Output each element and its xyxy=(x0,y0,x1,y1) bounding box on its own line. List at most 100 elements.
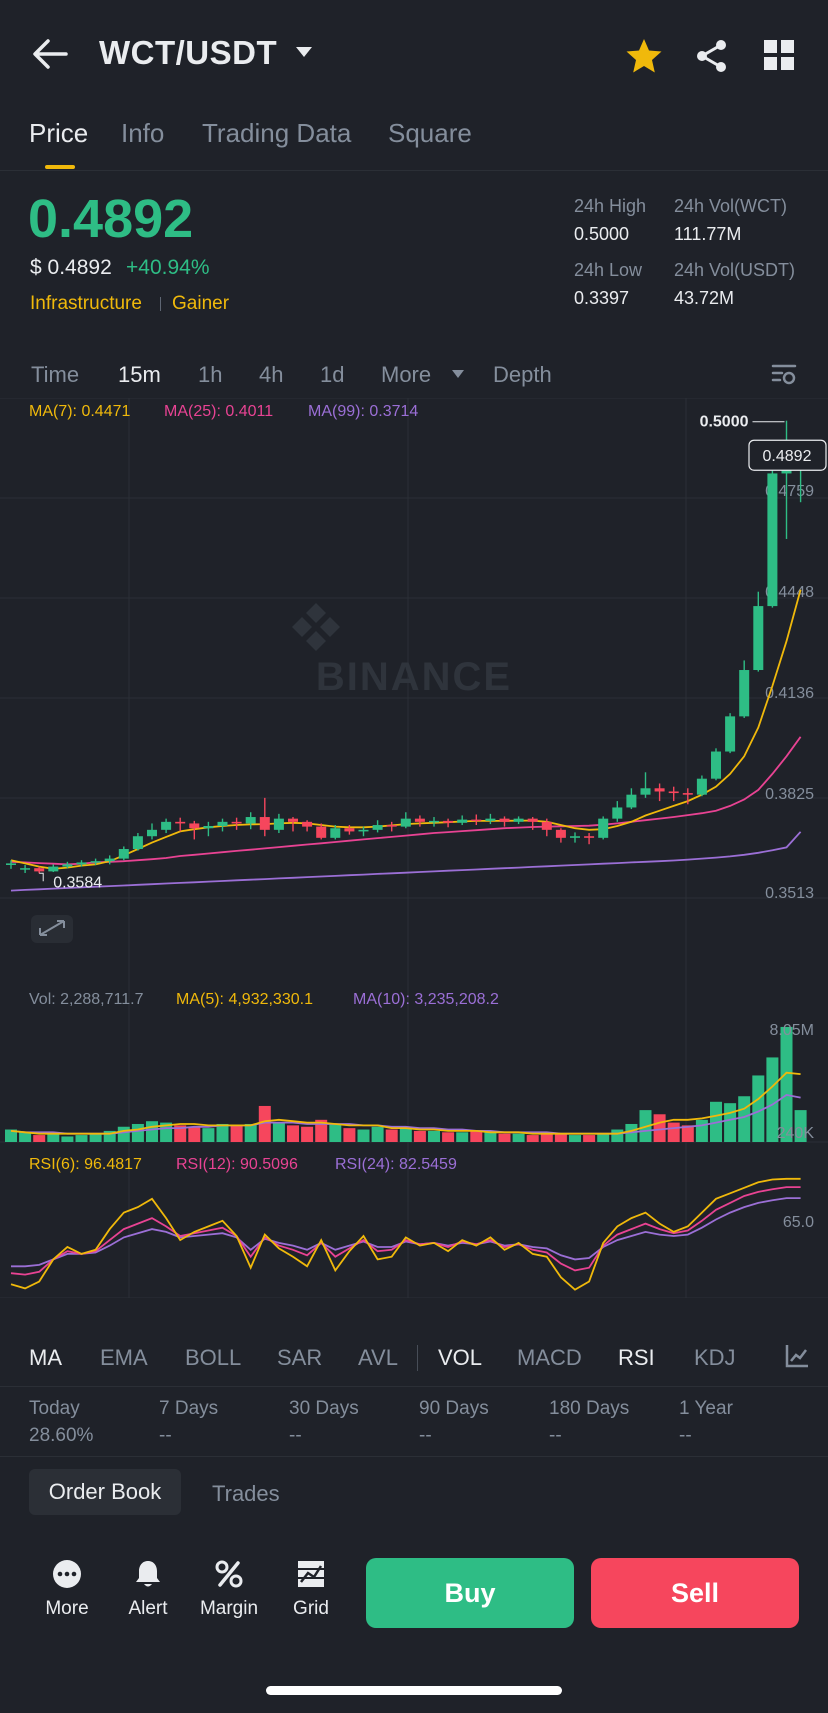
margin-label: Margin xyxy=(199,1598,259,1619)
volume-bar xyxy=(301,1126,314,1142)
interval-1h[interactable]: 1h xyxy=(198,362,223,387)
indicator-ema[interactable]: EMA xyxy=(100,1345,148,1370)
tab-trading-data[interactable]: Trading Data xyxy=(202,118,352,148)
candle-body xyxy=(118,849,129,859)
volume-bar xyxy=(61,1136,74,1142)
volume-bar xyxy=(47,1133,60,1142)
tag-infrastructure[interactable]: Infrastructure xyxy=(30,293,142,314)
back-arrow-icon[interactable] xyxy=(30,36,70,72)
indicator-boll[interactable]: BOLL xyxy=(185,1345,242,1370)
volume-bar xyxy=(512,1133,525,1142)
candle-body xyxy=(513,818,524,822)
indicator-avl[interactable]: AVL xyxy=(358,1345,398,1370)
interval-4h[interactable]: 4h xyxy=(259,362,284,387)
candle-body xyxy=(696,778,707,795)
rsi6-legend: RSI(6): 96.4817 xyxy=(29,1156,142,1173)
volume-bar xyxy=(89,1133,102,1142)
current-price-box xyxy=(748,439,827,471)
indicator-macd[interactable]: MACD xyxy=(517,1345,582,1370)
tab-price[interactable]: Price xyxy=(29,118,89,148)
perf-90d-value: -- xyxy=(419,1425,432,1446)
volume-bar xyxy=(75,1135,88,1142)
buy-button[interactable]: Buy xyxy=(366,1558,574,1628)
caret-down-icon[interactable] xyxy=(294,44,314,60)
interval-time[interactable]: Time xyxy=(31,362,80,387)
low-marker-label: 0.3584 xyxy=(53,874,102,891)
last-price: 0.4892 xyxy=(28,189,194,249)
volume-bar xyxy=(428,1130,440,1142)
indicator-kdj[interactable]: KDJ xyxy=(694,1345,736,1370)
indicator-settings-icon[interactable] xyxy=(784,1343,810,1369)
volume-bar xyxy=(681,1125,694,1142)
candle-body xyxy=(217,821,228,826)
price-change-percent: +40.94% xyxy=(126,256,210,279)
expand-chart-icon[interactable] xyxy=(31,915,73,943)
indicator-sar[interactable]: SAR xyxy=(277,1345,323,1370)
stat-low-value: 0.3397 xyxy=(574,288,630,308)
interval-depth[interactable]: Depth xyxy=(493,362,552,387)
rsi6-line xyxy=(10,1177,801,1291)
percent-icon xyxy=(215,1560,243,1588)
indicator-vol[interactable]: VOL xyxy=(438,1345,483,1370)
margin-button[interactable]: Margin xyxy=(194,1558,264,1620)
tab-order-book[interactable]: Order Book xyxy=(29,1469,181,1515)
share-icon[interactable] xyxy=(692,36,732,76)
candle-body xyxy=(414,818,425,822)
volume-bar xyxy=(329,1123,342,1142)
candle-body xyxy=(612,807,623,819)
binance-logo-icon xyxy=(292,603,340,651)
divider xyxy=(0,1386,828,1387)
perf-today-value: 28.60% xyxy=(29,1425,94,1446)
indicator-ma[interactable]: MA xyxy=(29,1345,62,1370)
grid-icon[interactable] xyxy=(762,38,796,72)
more-button[interactable]: More xyxy=(32,1558,102,1620)
volume-bar xyxy=(695,1119,708,1142)
interval-more[interactable]: More xyxy=(381,362,432,387)
tab-info[interactable]: Info xyxy=(121,118,165,148)
candle-body xyxy=(189,823,200,829)
grid-label: Grid xyxy=(293,1598,329,1619)
binance-watermark: BINANCE xyxy=(316,655,512,699)
volume-bar xyxy=(33,1135,46,1142)
volume-bar xyxy=(117,1126,130,1142)
stat-high-value: 0.5000 xyxy=(574,224,630,244)
volume-legend: Vol: 2,288,711.7 xyxy=(29,991,144,1008)
rsi24-line xyxy=(11,1197,801,1268)
volume-bar xyxy=(611,1129,624,1142)
indicator-rsi[interactable]: RSI xyxy=(618,1345,655,1370)
grid-button[interactable]: Grid xyxy=(276,1558,346,1620)
chart-settings-icon[interactable] xyxy=(770,360,798,388)
interval-1d[interactable]: 1d xyxy=(320,362,345,387)
candle-body xyxy=(273,818,284,830)
volume-bar xyxy=(583,1135,596,1142)
perf-1y-label: 1 Year xyxy=(679,1398,733,1419)
volume-bar xyxy=(174,1125,187,1142)
perf-1y-value: -- xyxy=(679,1425,692,1446)
alert-button[interactable]: Alert xyxy=(113,1558,183,1620)
low-marker-line xyxy=(39,872,44,882)
candle-body xyxy=(330,828,341,838)
interval-15m[interactable]: 15m xyxy=(118,362,161,387)
price-chart[interactable]: BINANCE MA(7): 0.4471 MA(25): 0.4011 MA(… xyxy=(0,398,828,1298)
tab-trades[interactable]: Trades xyxy=(212,1481,280,1506)
pair-title[interactable]: WCT/USDT xyxy=(99,34,278,71)
candle-body xyxy=(34,868,45,872)
candle-body xyxy=(626,794,637,808)
volume-bar xyxy=(484,1132,497,1142)
more-dots-icon xyxy=(53,1560,81,1588)
rsi12-line xyxy=(10,1186,801,1276)
candle-body xyxy=(48,866,59,872)
sell-button[interactable]: Sell xyxy=(591,1558,799,1628)
tag-gainer[interactable]: Gainer xyxy=(172,293,230,314)
volume-bar xyxy=(216,1123,229,1142)
tab-square[interactable]: Square xyxy=(388,118,472,148)
star-icon[interactable] xyxy=(624,36,664,76)
caret-down-icon[interactable] xyxy=(451,369,465,379)
price-axis-label: 0.4136 xyxy=(765,685,814,702)
candle-body xyxy=(429,820,439,823)
volume-bar xyxy=(399,1128,412,1142)
volume-bar xyxy=(597,1133,610,1142)
volume-bar xyxy=(413,1130,426,1142)
stat-vol-base-label: 24h Vol(WCT) xyxy=(674,196,788,216)
candle-body xyxy=(471,819,482,822)
